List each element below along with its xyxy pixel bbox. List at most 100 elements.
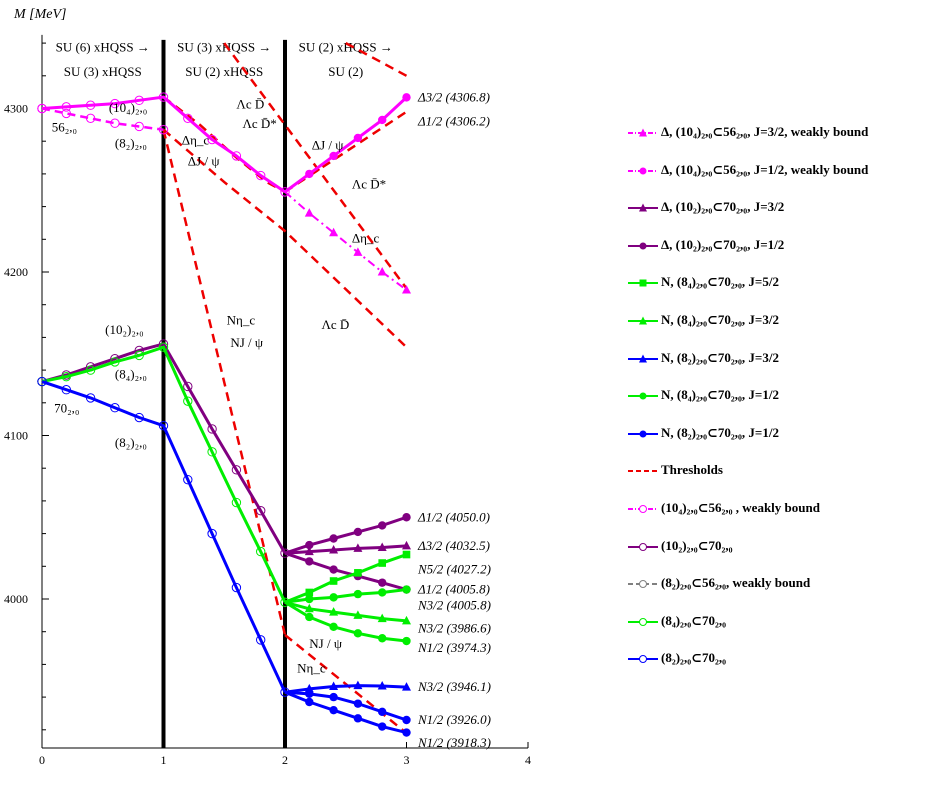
series-line xyxy=(284,515,407,555)
data-point xyxy=(329,565,338,574)
legend-swatch-marker xyxy=(639,167,647,175)
data-point xyxy=(377,613,387,623)
data-point xyxy=(353,610,363,619)
region-label: SU (6) xHQSS → xyxy=(56,39,150,54)
data-point xyxy=(353,714,363,723)
data-point xyxy=(305,612,314,622)
data-point xyxy=(402,636,411,646)
data-point xyxy=(110,357,120,367)
threshold-line xyxy=(284,633,408,735)
legend-label: Δ, (10₄)₂,₀⊂56₂,₀, J=3/2, weakly bound xyxy=(661,124,869,139)
data-point xyxy=(329,227,339,237)
legend-entry: N, (8₂)₂,₀⊂70₂,₀, J=3/2 xyxy=(628,346,928,384)
series-line xyxy=(284,544,407,555)
legend-entry: Δ, (10₂)₂,₀⊂70₂,₀, J=1/2 xyxy=(628,233,928,271)
data-point xyxy=(402,682,411,691)
threshold-line xyxy=(162,129,287,636)
data-point xyxy=(329,577,338,585)
x-tick-label: 3 xyxy=(404,753,410,767)
data-point xyxy=(305,540,314,550)
annotation-label: (8₂)₂,₀ xyxy=(115,136,147,151)
data-point xyxy=(305,169,314,179)
legend-entry: Δ, (10₄)₂,₀⊂56₂,₀, J=1/2, weakly bound xyxy=(628,158,928,196)
y-tick-label: 4100 xyxy=(4,429,28,443)
annotation-label: NJ / ψ xyxy=(309,636,342,651)
y-tick-label: 4200 xyxy=(4,265,28,279)
series-line xyxy=(41,345,287,603)
data-point xyxy=(378,634,387,643)
annotation-label: Δη_c xyxy=(352,231,380,246)
x-tick-label: 2 xyxy=(282,753,288,767)
region-label: SU (2) xyxy=(328,64,363,79)
legend-entry: N, (8₄)₂,₀⊂70₂,₀, J=3/2 xyxy=(628,308,928,346)
data-point xyxy=(402,284,411,294)
legend-label: Δ, (10₂)₂,₀⊂70₂,₀, J=1/2 xyxy=(661,236,785,252)
level-label: N3/2 (3986.6) xyxy=(417,620,491,635)
data-point xyxy=(85,393,96,403)
data-point xyxy=(61,371,72,382)
legend-swatch xyxy=(628,542,658,551)
threshold-line xyxy=(284,110,408,193)
x-tick-label: 0 xyxy=(39,753,45,767)
data-point xyxy=(402,513,411,522)
chart-legend: Δ, (10₄)₂,₀⊂56₂,₀, J=3/2, weakly bound Δ,… xyxy=(628,120,928,684)
data-point xyxy=(353,680,363,690)
data-point xyxy=(110,403,120,413)
data-point xyxy=(329,534,338,543)
threshold-line xyxy=(223,42,408,290)
data-point xyxy=(378,578,387,587)
legend-swatch xyxy=(628,354,658,363)
data-point xyxy=(158,92,169,102)
region-label: SU (3) xHQSS → xyxy=(177,39,271,54)
legend-swatch-marker xyxy=(639,655,647,664)
data-point xyxy=(377,680,387,690)
annotation-label: NJ / ψ xyxy=(230,335,263,350)
legend-swatch-marker xyxy=(639,430,647,438)
data-point xyxy=(402,715,411,725)
data-point xyxy=(158,125,169,135)
data-point xyxy=(377,267,387,276)
data-point xyxy=(305,557,314,566)
legend-entry: Δ, (10₄)₂,₀⊂56₂,₀, J=3/2, weakly bound xyxy=(628,120,928,158)
level-label: Δ1/2 (4306.2) xyxy=(417,114,490,129)
data-point xyxy=(305,689,314,699)
threshold-line xyxy=(162,128,408,349)
region-label: SU (2) xHQSS → xyxy=(299,39,393,54)
legend-entry: N, (8₂)₂,₀⊂70₂,₀, J=1/2 xyxy=(628,421,928,459)
series-line xyxy=(41,342,287,554)
annotation-label: Δη_c xyxy=(182,132,210,147)
legend-swatch-marker xyxy=(639,392,647,400)
data-point xyxy=(134,412,144,423)
legend-swatch xyxy=(628,316,658,325)
legend-swatch-marker xyxy=(639,580,647,589)
level-label: N3/2 (3946.1) xyxy=(417,679,491,694)
series-line xyxy=(41,95,286,194)
annotation-label: (8₄)₂,₀ xyxy=(115,366,147,381)
series-line xyxy=(284,96,408,194)
legend-label: Thresholds xyxy=(661,462,723,478)
data-point xyxy=(377,542,387,551)
data-point xyxy=(304,208,314,217)
annotation-label: Nη_c xyxy=(227,312,256,327)
data-point xyxy=(134,350,144,361)
legend-entry: (8₂)₂,₀⊂70₂,₀ xyxy=(628,646,928,684)
data-point xyxy=(207,134,217,145)
series-line xyxy=(284,551,407,591)
data-point xyxy=(256,635,266,645)
level-label: Δ1/2 (4050.0) xyxy=(417,509,490,524)
legend-swatch xyxy=(628,128,658,137)
data-point xyxy=(353,247,363,256)
x-tick-label: 4 xyxy=(525,753,531,767)
data-point xyxy=(110,98,120,109)
data-point xyxy=(256,546,266,557)
data-point xyxy=(378,521,387,530)
level-label: Δ3/2 (4032.5) xyxy=(417,538,490,553)
data-point xyxy=(134,95,144,106)
annotation-label: Λc D̄ xyxy=(321,317,349,332)
legend-label: (8₄)₂,₀⊂70₂,₀ xyxy=(661,612,727,628)
data-point xyxy=(85,113,96,124)
legend-swatch-marker xyxy=(639,316,647,325)
legend-entry: Thresholds xyxy=(628,458,928,496)
data-point xyxy=(207,528,217,539)
data-point xyxy=(158,420,169,431)
